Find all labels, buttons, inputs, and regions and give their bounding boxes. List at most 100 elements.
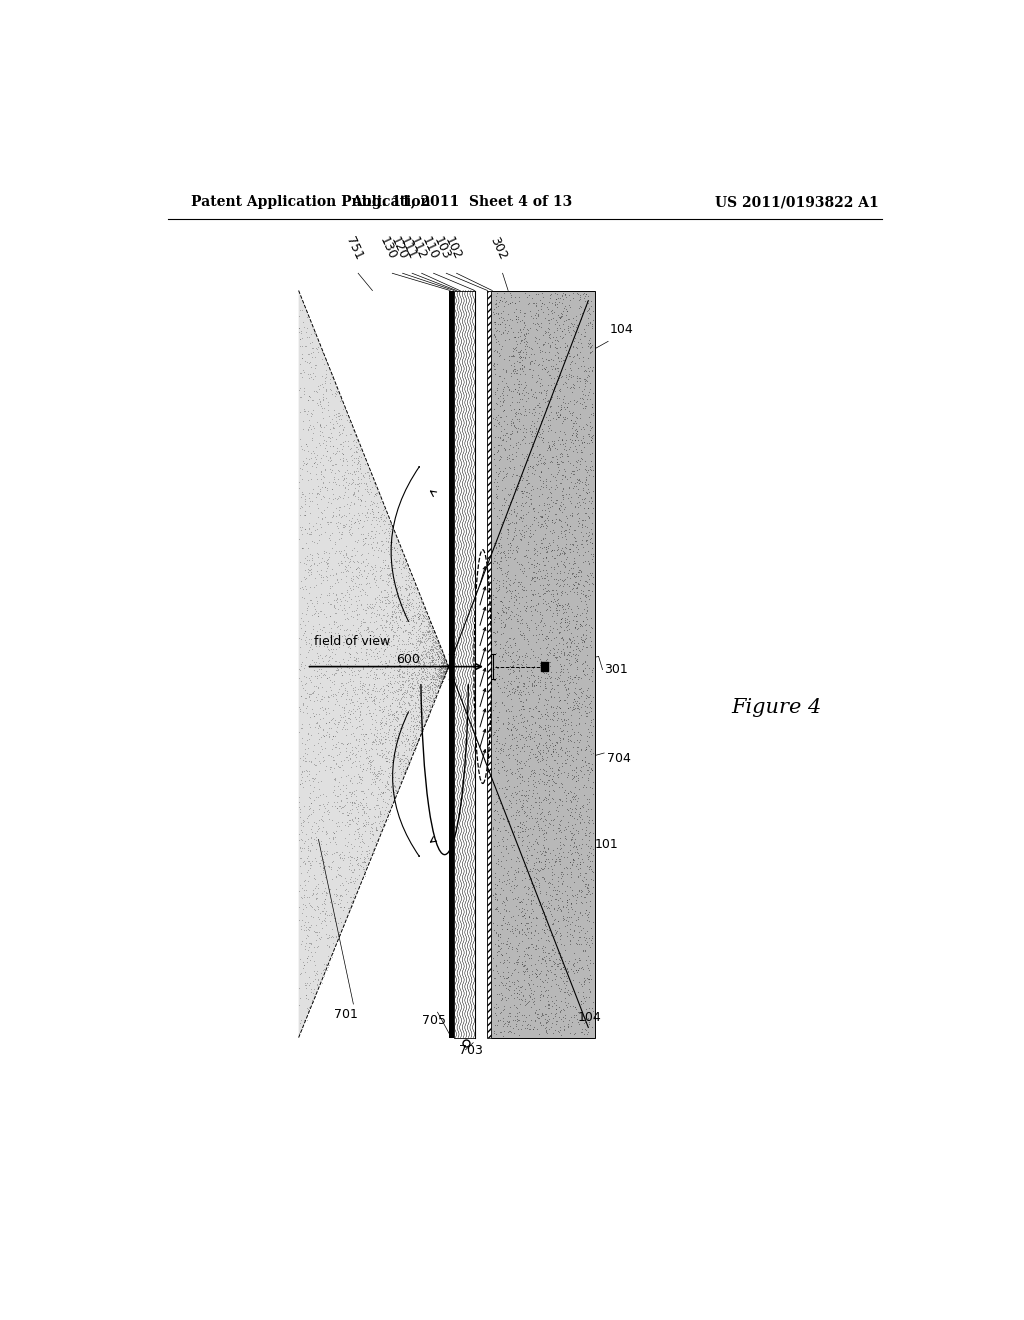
Point — [354, 535, 371, 556]
Point — [308, 457, 325, 478]
Point — [561, 628, 578, 649]
Point — [490, 533, 507, 554]
Point — [503, 797, 519, 818]
Point — [386, 781, 402, 803]
Point — [296, 810, 312, 832]
Point — [556, 762, 572, 783]
Point — [536, 515, 552, 536]
Point — [492, 668, 508, 689]
Point — [558, 440, 574, 461]
Point — [562, 982, 579, 1003]
Point — [527, 583, 544, 605]
Point — [574, 602, 591, 623]
Point — [540, 536, 556, 557]
Point — [413, 630, 429, 651]
Point — [559, 593, 575, 614]
Point — [311, 851, 328, 873]
Point — [347, 849, 364, 870]
Point — [413, 649, 429, 671]
Point — [368, 482, 384, 503]
Point — [317, 561, 334, 582]
Point — [548, 598, 564, 619]
Point — [569, 764, 586, 785]
Point — [318, 822, 335, 843]
Point — [535, 334, 551, 355]
Point — [440, 656, 457, 677]
Point — [340, 847, 356, 869]
Point — [580, 878, 596, 899]
Point — [341, 576, 357, 597]
Point — [293, 763, 309, 784]
Point — [324, 459, 340, 480]
Point — [427, 677, 443, 698]
Point — [530, 647, 547, 668]
Point — [581, 812, 597, 833]
Point — [318, 541, 335, 562]
Point — [427, 644, 443, 665]
Point — [540, 318, 556, 339]
Point — [308, 821, 325, 842]
Point — [504, 723, 520, 744]
Point — [560, 682, 577, 704]
Point — [542, 348, 558, 370]
Point — [545, 350, 561, 371]
Point — [489, 475, 506, 496]
Point — [433, 652, 450, 673]
Point — [308, 393, 325, 414]
Point — [562, 289, 579, 310]
Point — [434, 655, 451, 676]
Point — [501, 1003, 517, 1024]
Point — [373, 781, 389, 803]
Point — [560, 368, 577, 389]
Point — [537, 908, 553, 929]
Point — [360, 462, 377, 483]
Point — [302, 917, 318, 939]
Point — [331, 771, 347, 792]
Point — [342, 747, 358, 768]
Point — [567, 578, 584, 599]
Point — [417, 622, 433, 643]
Point — [547, 591, 563, 612]
Point — [424, 642, 440, 663]
Point — [393, 601, 410, 622]
Point — [385, 762, 401, 783]
Point — [563, 1006, 580, 1027]
Point — [546, 610, 562, 631]
Point — [575, 581, 592, 602]
Point — [372, 507, 388, 528]
Point — [435, 651, 452, 672]
Point — [532, 858, 549, 879]
Point — [509, 653, 525, 675]
Point — [504, 882, 520, 903]
Point — [386, 611, 402, 632]
Point — [352, 595, 369, 616]
Point — [384, 601, 400, 622]
Point — [333, 433, 349, 454]
Point — [542, 764, 558, 785]
Point — [403, 581, 420, 602]
Point — [381, 779, 397, 800]
Point — [581, 335, 597, 356]
Point — [565, 519, 582, 540]
Point — [514, 767, 530, 788]
Point — [415, 622, 431, 643]
Point — [394, 733, 411, 754]
Point — [297, 912, 313, 933]
Point — [542, 334, 558, 355]
Point — [488, 285, 505, 306]
Point — [366, 473, 382, 494]
Point — [559, 921, 575, 942]
Point — [398, 680, 415, 701]
Point — [501, 457, 517, 478]
Point — [569, 915, 586, 936]
Point — [372, 659, 388, 680]
Point — [372, 770, 388, 791]
Point — [369, 667, 385, 688]
Point — [579, 883, 595, 904]
Point — [291, 380, 307, 401]
Point — [560, 812, 577, 833]
Point — [559, 594, 575, 615]
Point — [513, 492, 529, 513]
Point — [493, 546, 509, 568]
Point — [581, 909, 597, 931]
